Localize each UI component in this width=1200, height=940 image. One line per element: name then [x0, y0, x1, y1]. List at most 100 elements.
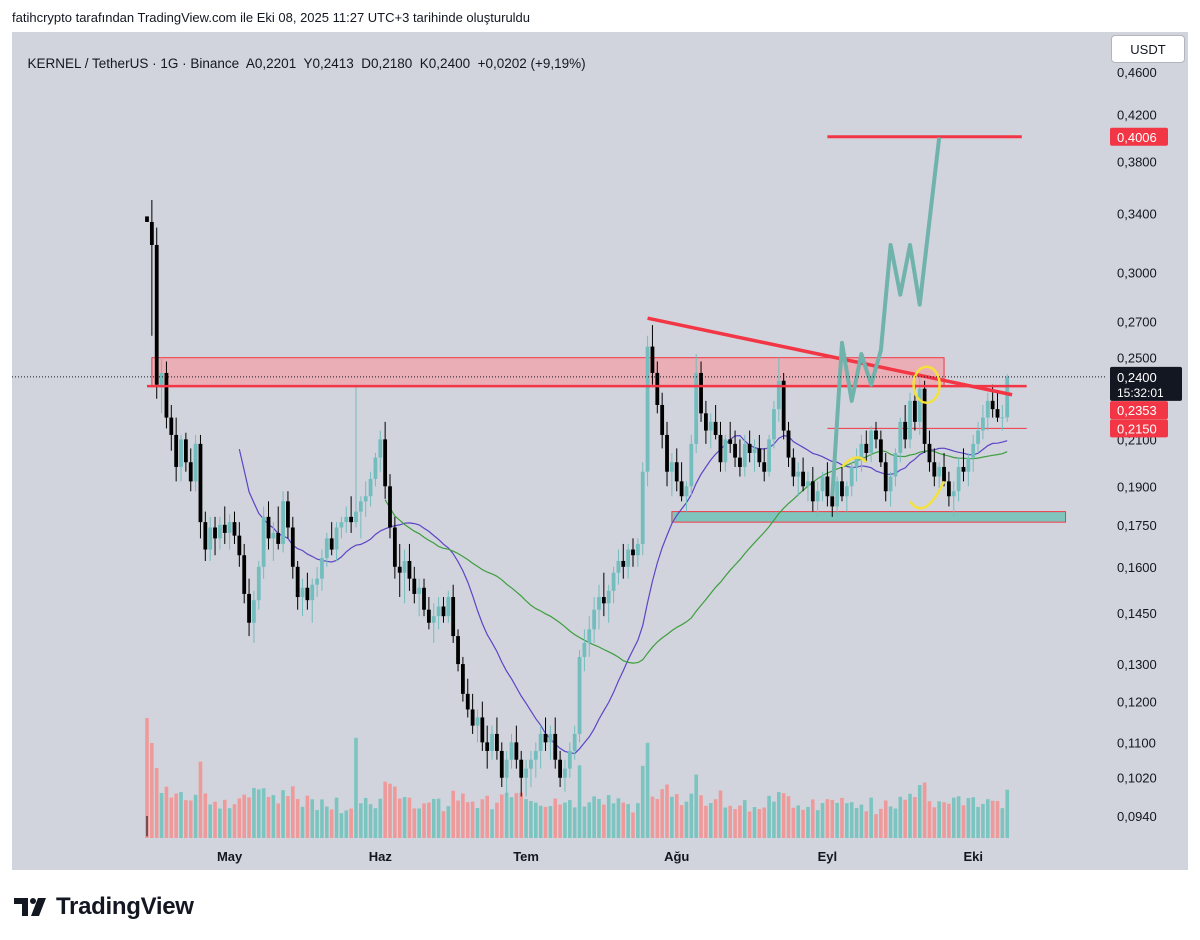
candle	[747, 443, 752, 453]
volume-bar	[349, 808, 353, 838]
descending-trendline	[647, 316, 1013, 397]
volume-bar	[188, 800, 193, 838]
volume-bar	[893, 808, 898, 838]
price-tick-label: 0,3000	[1117, 265, 1157, 280]
volume-bar	[966, 797, 971, 838]
symbol-interval[interactable]: 1G	[160, 56, 179, 71]
volume-bar	[261, 788, 266, 838]
volume-bar	[820, 802, 825, 838]
candle	[976, 430, 980, 444]
candle	[164, 372, 169, 418]
volume-bar	[436, 798, 441, 838]
candle	[908, 400, 912, 440]
candle	[874, 430, 878, 440]
volume-bar	[368, 804, 373, 838]
tradingview-logo[interactable]: TradingView	[14, 893, 194, 921]
currency-button[interactable]: USDT	[1111, 35, 1185, 63]
candle	[533, 750, 538, 760]
time-tick-label: Eyl	[818, 849, 838, 864]
volume-bar	[670, 796, 674, 838]
candle	[922, 388, 927, 444]
volume-bar	[252, 787, 256, 838]
volume-bar	[825, 799, 830, 838]
volume-bar	[310, 799, 315, 838]
candle	[587, 629, 592, 643]
candle	[708, 421, 713, 431]
candle	[310, 584, 315, 601]
candle	[762, 462, 767, 472]
candle	[757, 448, 762, 463]
price-tick-label: 0,1300	[1117, 657, 1157, 672]
volume-bar	[529, 801, 533, 838]
volume-bar	[854, 807, 859, 838]
candle	[271, 532, 276, 539]
candle	[810, 481, 815, 502]
candle	[436, 606, 441, 617]
volume-bar	[849, 802, 854, 838]
volume-bar	[534, 802, 538, 838]
volume-bar	[553, 798, 558, 838]
candle	[431, 616, 436, 623]
candle	[509, 742, 514, 760]
candle	[227, 522, 232, 533]
price-tick-label: 0,3400	[1117, 207, 1157, 222]
candle	[864, 443, 869, 453]
price-tick-label: 0,1100	[1117, 735, 1156, 750]
volume-bar	[495, 802, 499, 838]
volume-bar	[990, 800, 995, 838]
volume-bar	[985, 799, 990, 838]
volume-bar	[971, 797, 975, 838]
candle	[465, 693, 470, 710]
volume-bar	[699, 795, 703, 838]
candle	[844, 486, 849, 497]
time-tick-label: Tem	[513, 849, 539, 864]
symbol-pair[interactable]: KERNEL / TetherUS	[27, 56, 149, 71]
price-tick-label: 0,0940	[1117, 809, 1157, 824]
candle	[149, 221, 154, 245]
volume-bar	[475, 808, 480, 838]
candle	[232, 522, 237, 536]
candle	[990, 400, 995, 410]
brand-name: TradingView	[56, 893, 194, 920]
candle	[183, 439, 188, 463]
candle	[878, 439, 883, 463]
candle	[417, 587, 422, 594]
volume-bar	[198, 761, 203, 838]
volume-bar	[354, 737, 358, 838]
volume-bar	[359, 803, 363, 838]
chart-area[interactable]	[12, 32, 1188, 870]
volume-bar	[548, 806, 553, 838]
resistance-price-label: 0,2353	[1117, 403, 1157, 418]
volume-bar	[674, 794, 679, 838]
volume-bar	[898, 796, 903, 838]
candle	[956, 466, 961, 492]
volume-bar	[441, 811, 446, 838]
volume-bar	[150, 743, 154, 838]
candle	[869, 430, 874, 453]
candle	[796, 471, 801, 477]
volume-bar	[913, 796, 917, 838]
candle	[543, 733, 548, 743]
candle	[490, 733, 494, 751]
volume-bar	[883, 800, 888, 838]
volume-bar	[582, 806, 587, 838]
volume-bar	[208, 804, 212, 838]
volume-bar	[869, 797, 873, 838]
candle	[373, 457, 378, 479]
candle	[626, 549, 631, 567]
candle	[840, 481, 844, 497]
volume-bar	[786, 796, 791, 838]
volume-bar	[519, 792, 524, 838]
candle	[776, 380, 781, 410]
candle	[835, 481, 840, 507]
time-tick-label: Ağu	[664, 849, 689, 864]
volume-bar	[942, 802, 946, 838]
candle	[815, 491, 820, 502]
moving-average-fast	[238, 434, 1008, 755]
volume-bar	[733, 809, 737, 838]
volume-bar	[470, 801, 475, 838]
candle	[392, 527, 397, 567]
candle	[893, 452, 898, 477]
volume-bar	[543, 806, 548, 838]
